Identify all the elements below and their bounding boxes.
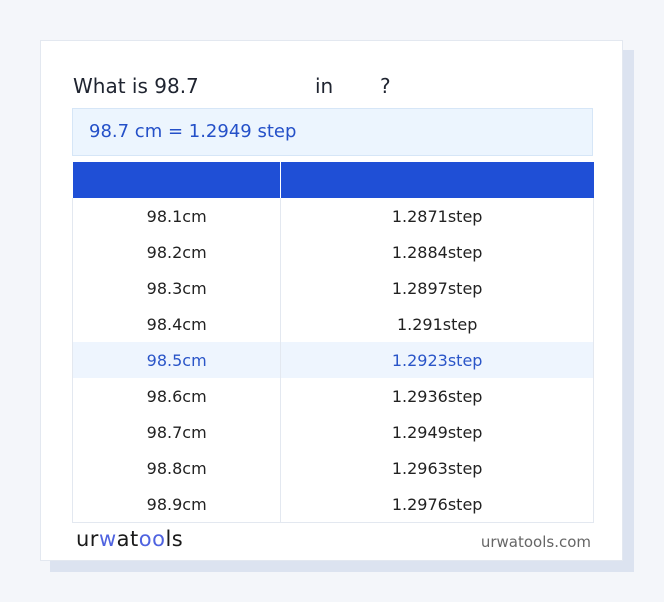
table-row: 98.9cm 1.2976step — [71, 486, 594, 523]
conversion-table: 98.1cm 1.2871step 98.2cm 1.2884step 98.3cm 1.… — [71, 162, 594, 523]
cell-step: 1.2949step — [280, 414, 594, 450]
result-box: 98.7 cm = 1.2949 step — [72, 108, 593, 156]
cell-step: 1.2923step — [280, 342, 594, 378]
table-row: 98.2cm 1.2884step — [71, 234, 594, 270]
cell-cm: 98.8cm — [71, 450, 282, 486]
cell-step: 1.291step — [280, 306, 594, 342]
question-suffix: ? — [380, 74, 391, 98]
table-row: 98.5cm 1.2923step — [71, 342, 594, 378]
table-row: 98.3cm 1.2897step — [71, 270, 594, 306]
question-title: What is 98.7 in ? — [73, 74, 391, 194]
cell-cm: 98.4cm — [71, 306, 282, 342]
cell-cm: 98.2cm — [71, 234, 282, 270]
urwatools-logo[interactable]: urwatools — [76, 527, 184, 551]
cell-step: 1.2884step — [280, 234, 594, 270]
table-row: 98.8cm 1.2963step — [71, 450, 594, 486]
conversion-card: What is 98.7 in ? 98.7 cm = 1.2949 step … — [40, 40, 623, 561]
cell-step: 1.2936step — [280, 378, 594, 414]
header-from — [72, 162, 281, 198]
table-row: 98.7cm 1.2949step — [71, 414, 594, 450]
table-row: 98.4cm 1.291step — [71, 306, 594, 342]
cell-cm: 98.3cm — [71, 270, 282, 306]
question-middle: in — [315, 74, 334, 98]
table-header — [72, 162, 594, 198]
cell-step: 1.2871step — [280, 198, 594, 234]
site-url[interactable]: urwatools.com — [480, 533, 591, 551]
cell-step: 1.2897step — [280, 270, 594, 306]
cell-step: 1.2976step — [280, 486, 594, 523]
question-prefix: What is 98.7 — [73, 74, 199, 98]
header-to — [280, 162, 594, 198]
table-row: 98.1cm 1.2871step — [71, 198, 594, 234]
cell-cm: 98.7cm — [71, 414, 282, 450]
cell-cm: 98.6cm — [71, 378, 282, 414]
cell-cm: 98.9cm — [71, 486, 282, 523]
table-row: 98.6cm 1.2936step — [71, 378, 594, 414]
cell-step: 1.2963step — [280, 450, 594, 486]
cell-cm: 98.5cm — [71, 342, 282, 378]
cell-cm: 98.1cm — [71, 198, 282, 234]
